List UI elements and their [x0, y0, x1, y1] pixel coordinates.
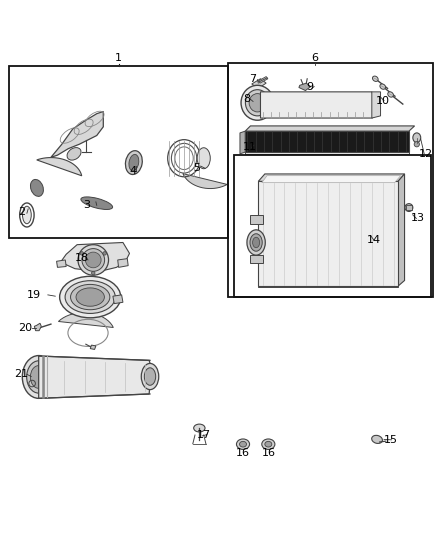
Text: 16: 16 — [261, 448, 276, 458]
Ellipse shape — [388, 92, 393, 97]
Ellipse shape — [85, 252, 101, 268]
Text: 4: 4 — [130, 166, 137, 176]
Ellipse shape — [103, 252, 106, 255]
Ellipse shape — [413, 133, 421, 142]
Ellipse shape — [372, 435, 382, 443]
Text: 13: 13 — [411, 214, 425, 223]
Polygon shape — [250, 215, 263, 224]
Polygon shape — [398, 174, 405, 286]
Bar — [234, 155, 431, 297]
Text: 17: 17 — [197, 430, 211, 440]
Ellipse shape — [249, 94, 266, 112]
Ellipse shape — [71, 285, 110, 310]
Text: 18: 18 — [75, 253, 89, 263]
Polygon shape — [372, 92, 381, 118]
Polygon shape — [37, 158, 82, 176]
Ellipse shape — [145, 368, 155, 385]
Text: 21: 21 — [14, 369, 28, 379]
Text: 10: 10 — [376, 95, 390, 106]
Ellipse shape — [92, 271, 95, 275]
Ellipse shape — [380, 84, 385, 90]
Ellipse shape — [67, 148, 81, 160]
Polygon shape — [90, 345, 96, 350]
Bar — [10, 66, 228, 238]
Ellipse shape — [405, 204, 413, 212]
Ellipse shape — [82, 248, 105, 271]
Ellipse shape — [245, 90, 269, 116]
Text: 9: 9 — [306, 82, 314, 92]
Polygon shape — [245, 126, 415, 131]
Polygon shape — [258, 181, 398, 286]
Polygon shape — [183, 174, 227, 189]
Bar — [228, 63, 433, 297]
Text: 12: 12 — [419, 149, 433, 159]
Text: 19: 19 — [27, 290, 41, 300]
Ellipse shape — [129, 155, 139, 171]
Ellipse shape — [241, 85, 274, 120]
Ellipse shape — [247, 230, 265, 255]
Ellipse shape — [194, 424, 205, 432]
Polygon shape — [245, 131, 409, 152]
Polygon shape — [51, 111, 103, 157]
Ellipse shape — [81, 197, 113, 209]
Ellipse shape — [30, 366, 47, 389]
Ellipse shape — [250, 234, 262, 251]
Text: 11: 11 — [243, 142, 257, 152]
Polygon shape — [252, 79, 266, 88]
Text: 16: 16 — [236, 448, 250, 458]
Ellipse shape — [22, 356, 55, 398]
Ellipse shape — [253, 237, 260, 248]
Polygon shape — [261, 92, 378, 118]
Polygon shape — [250, 255, 263, 263]
Polygon shape — [58, 312, 113, 327]
Text: 8: 8 — [243, 94, 250, 104]
Ellipse shape — [414, 142, 420, 147]
Polygon shape — [245, 152, 409, 154]
Text: 5: 5 — [193, 163, 200, 173]
Polygon shape — [406, 205, 412, 210]
Polygon shape — [262, 176, 401, 183]
Polygon shape — [258, 174, 405, 181]
Ellipse shape — [65, 281, 115, 313]
Text: 1: 1 — [115, 53, 122, 63]
Ellipse shape — [78, 245, 109, 275]
Text: 3: 3 — [84, 200, 91, 211]
Text: 6: 6 — [311, 53, 318, 63]
Ellipse shape — [22, 206, 31, 224]
Ellipse shape — [240, 441, 247, 447]
Ellipse shape — [125, 151, 142, 174]
Text: 15: 15 — [384, 435, 398, 445]
Polygon shape — [299, 83, 311, 91]
Ellipse shape — [197, 148, 210, 169]
Ellipse shape — [76, 288, 104, 306]
Text: 14: 14 — [367, 235, 381, 245]
Polygon shape — [39, 356, 151, 398]
Polygon shape — [57, 243, 130, 271]
Ellipse shape — [237, 439, 250, 449]
Ellipse shape — [27, 361, 51, 393]
Ellipse shape — [31, 180, 43, 196]
Ellipse shape — [60, 276, 121, 318]
Ellipse shape — [262, 439, 275, 449]
Text: 20: 20 — [18, 322, 32, 333]
Ellipse shape — [265, 441, 272, 447]
Ellipse shape — [80, 252, 84, 255]
Polygon shape — [258, 286, 398, 287]
Ellipse shape — [372, 76, 378, 82]
Polygon shape — [240, 131, 245, 154]
Ellipse shape — [141, 364, 159, 390]
Polygon shape — [57, 260, 66, 268]
Polygon shape — [258, 77, 268, 83]
Text: 7: 7 — [250, 74, 257, 84]
Polygon shape — [34, 323, 41, 330]
Text: 2: 2 — [18, 207, 25, 217]
Polygon shape — [118, 259, 128, 268]
Polygon shape — [113, 295, 123, 304]
